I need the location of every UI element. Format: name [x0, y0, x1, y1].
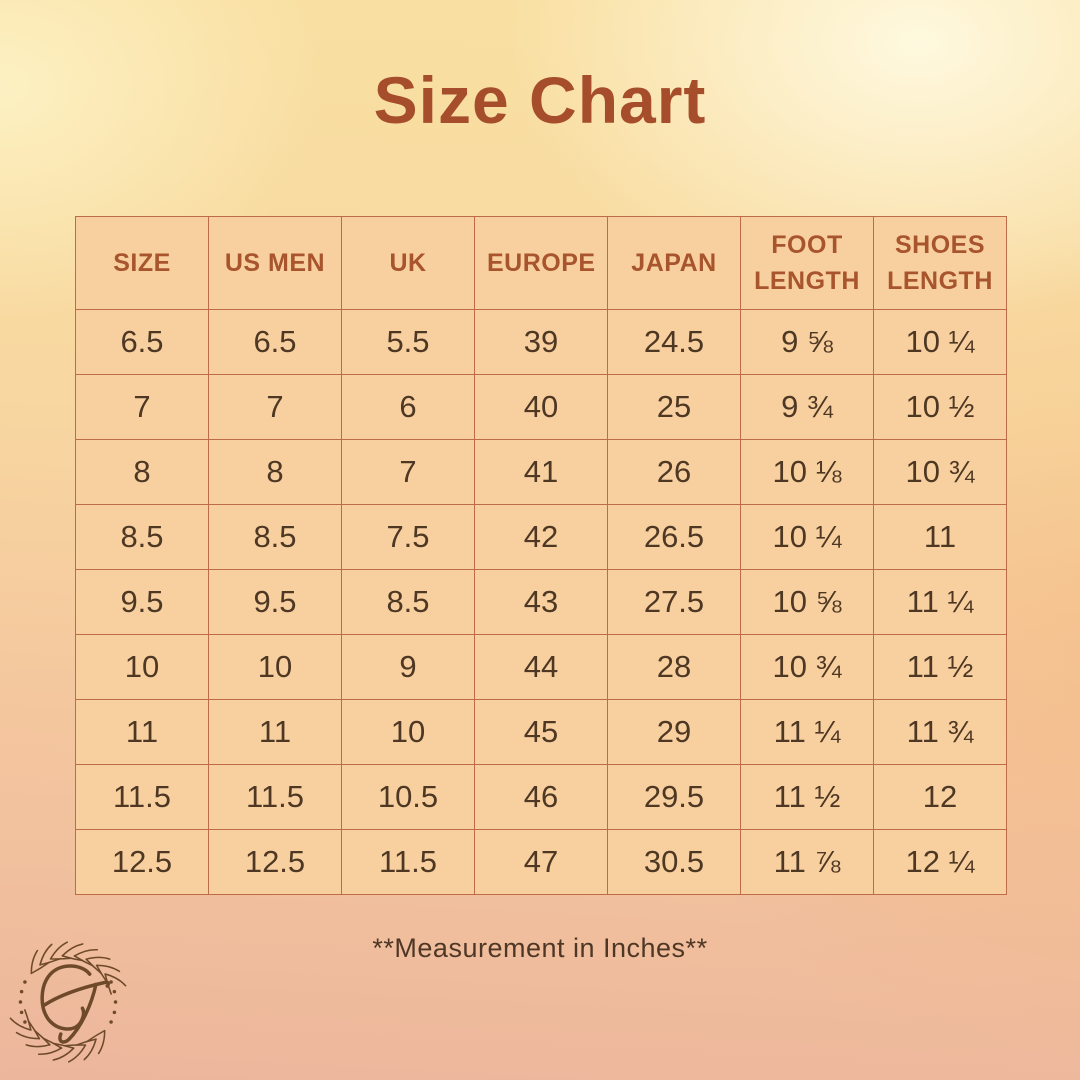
wreath-monogram-icon — [9, 941, 127, 1063]
brand-logo — [6, 940, 130, 1064]
cell: 6.5 — [208, 309, 342, 375]
cell: 8 — [208, 439, 342, 505]
cell: 25 — [607, 374, 741, 440]
size-chart-table: SIZE US MEN UK EUROPE JAPAN FOOT LENGTH SHOES … — [75, 216, 1007, 895]
table-row: 9.5 9.5 8.5 43 27.5 10 ⅝ 11 ¼ — [75, 569, 1007, 635]
cell: 42 — [474, 504, 608, 570]
cell: 26 — [607, 439, 741, 505]
cell: 8.5 — [75, 504, 209, 570]
cell: 27.5 — [607, 569, 741, 635]
cell: 11 ¾ — [873, 699, 1007, 765]
cell: 29.5 — [607, 764, 741, 830]
cell: 10 ¼ — [740, 504, 874, 570]
cell: 9 ⅝ — [740, 309, 874, 375]
wreath-dots — [18, 980, 118, 1024]
cell: 10 ¾ — [873, 439, 1007, 505]
cell: 5.5 — [341, 309, 475, 375]
cell: 11 ¼ — [873, 569, 1007, 635]
page-title: Size Chart — [373, 63, 707, 137]
table-row: 11 11 10 45 29 11 ¼ 11 ¾ — [75, 699, 1007, 765]
cell: 7 — [208, 374, 342, 440]
cell: 6 — [341, 374, 475, 440]
cell: 24.5 — [607, 309, 741, 375]
cell: 44 — [474, 634, 608, 700]
cell: 11 ½ — [873, 634, 1007, 700]
cell: 12 ¼ — [873, 829, 1007, 895]
cell: 11.5 — [75, 764, 209, 830]
cell: 10 — [208, 634, 342, 700]
column-header: SHOES LENGTH — [873, 216, 1007, 310]
cell: 47 — [474, 829, 608, 895]
cell: 9 — [341, 634, 475, 700]
cell: 10 ¼ — [873, 309, 1007, 375]
cell: 12.5 — [208, 829, 342, 895]
table-row: 7 7 6 40 25 9 ¾ 10 ½ — [75, 374, 1007, 440]
cell: 11 ¼ — [740, 699, 874, 765]
cell: 10 ⅝ — [740, 569, 874, 635]
cell: 43 — [474, 569, 608, 635]
cell: 10.5 — [341, 764, 475, 830]
cell: 10 — [75, 634, 209, 700]
cell: 7 — [75, 374, 209, 440]
cell: 6.5 — [75, 309, 209, 375]
column-header: SIZE — [75, 216, 209, 310]
cell: 41 — [474, 439, 608, 505]
monogram-g-icon — [40, 964, 111, 1044]
cell: 26.5 — [607, 504, 741, 570]
measurement-note: **Measurement in Inches** — [372, 933, 708, 963]
table-row: 11.5 11.5 10.5 46 29.5 11 ½ 12 — [75, 764, 1007, 830]
cell: 39 — [474, 309, 608, 375]
table-row: 8.5 8.5 7.5 42 26.5 10 ¼ 11 — [75, 504, 1007, 570]
cell: 8.5 — [341, 569, 475, 635]
cell: 10 ½ — [873, 374, 1007, 440]
column-header: EUROPE — [474, 216, 608, 310]
header-row: SIZE US MEN UK EUROPE JAPAN FOOT LENGTH SHOES … — [75, 216, 1007, 310]
cell: 40 — [474, 374, 608, 440]
table-row: 6.5 6.5 5.5 39 24.5 9 ⅝ 10 ¼ — [75, 309, 1007, 375]
cell: 8.5 — [208, 504, 342, 570]
cell: 11 — [75, 699, 209, 765]
cell: 11 — [208, 699, 342, 765]
cell: 10 ¾ — [740, 634, 874, 700]
cell: 29 — [607, 699, 741, 765]
cell: 28 — [607, 634, 741, 700]
cell: 11.5 — [341, 829, 475, 895]
cell: 11.5 — [208, 764, 342, 830]
cell: 8 — [75, 439, 209, 505]
cell: 7 — [341, 439, 475, 505]
table-header: SIZE US MEN UK EUROPE JAPAN FOOT LENGTH SHOES … — [75, 216, 1007, 310]
cell: 10 ⅛ — [740, 439, 874, 505]
cell: 11 ⅞ — [740, 829, 874, 895]
column-header: US MEN — [208, 216, 342, 310]
cell: 9.5 — [75, 569, 209, 635]
cell: 46 — [474, 764, 608, 830]
cell: 9 ¾ — [740, 374, 874, 440]
cell: 12 — [873, 764, 1007, 830]
table-row: 10 10 9 44 28 10 ¾ 11 ½ — [75, 634, 1007, 700]
cell: 11 ½ — [740, 764, 874, 830]
cell: 30.5 — [607, 829, 741, 895]
cell: 11 — [873, 504, 1007, 570]
wreath-leaves-top — [23, 941, 127, 997]
table-row: 12.5 12.5 11.5 47 30.5 11 ⅞ 12 ¼ — [75, 829, 1007, 895]
column-header: JAPAN — [607, 216, 741, 310]
cell: 10 — [341, 699, 475, 765]
table-row: 8 8 7 41 26 10 ⅛ 10 ¾ — [75, 439, 1007, 505]
column-header: FOOT LENGTH — [740, 216, 874, 310]
cell: 7.5 — [341, 504, 475, 570]
column-header: UK — [341, 216, 475, 310]
cell: 45 — [474, 699, 608, 765]
cell: 12.5 — [75, 829, 209, 895]
cell: 9.5 — [208, 569, 342, 635]
